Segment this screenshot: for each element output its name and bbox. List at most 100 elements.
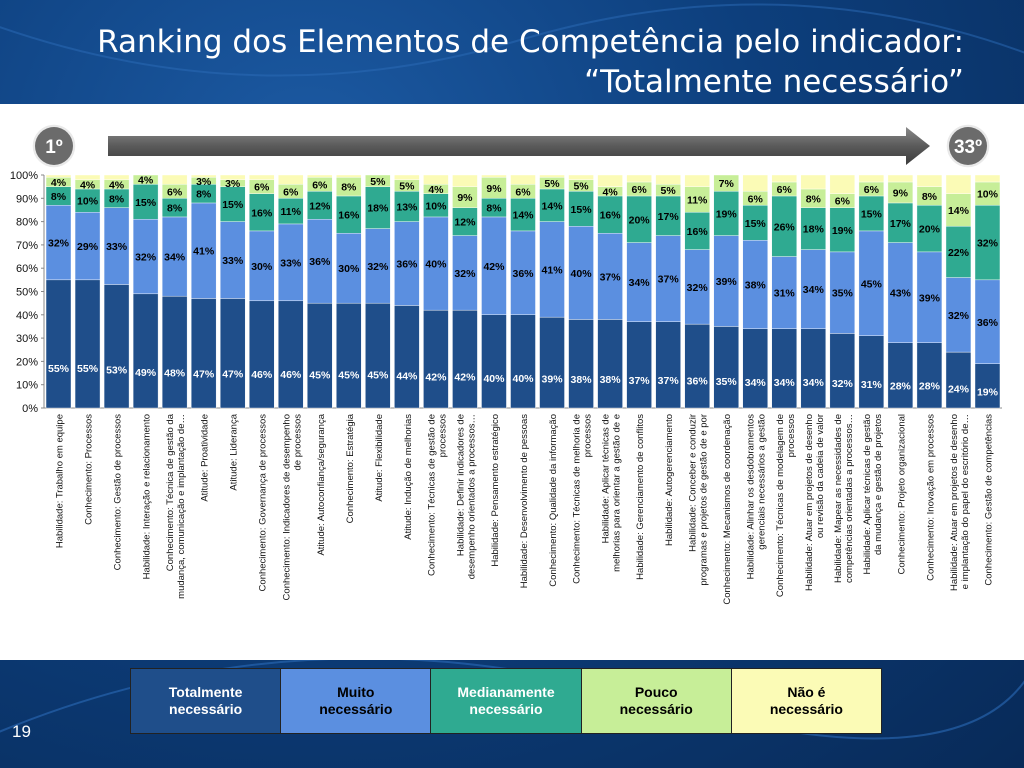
bar-segment xyxy=(394,191,420,222)
bar-segment xyxy=(481,314,507,409)
bar-segment xyxy=(249,193,275,232)
legend: Totalmente necessário Muito necessário M… xyxy=(130,668,882,734)
bar-segment xyxy=(945,174,972,194)
data-label: 31% xyxy=(861,379,883,391)
bar-segment xyxy=(916,205,943,253)
data-label: 9% xyxy=(486,183,502,195)
data-label: 10% xyxy=(425,200,447,212)
data-label: 3% xyxy=(225,178,241,190)
data-label: 14% xyxy=(512,210,534,222)
category-label-line: de processos xyxy=(292,414,303,471)
bar-segment xyxy=(945,351,972,409)
data-label: 45% xyxy=(367,370,389,382)
bar-segment xyxy=(829,333,856,409)
data-label: 28% xyxy=(890,381,912,393)
data-label: 36% xyxy=(687,376,709,388)
data-label: 29% xyxy=(77,241,99,253)
bar-segment xyxy=(132,219,159,295)
category-label-line: Atitude: Flexibilidade xyxy=(374,414,385,502)
data-label: 32% xyxy=(367,261,389,273)
bar-segment xyxy=(916,174,943,187)
y-tick-label: 30% xyxy=(16,333,38,345)
category-label-line: Conhecimento: Técnicas de gestão de xyxy=(426,414,437,576)
bar-segment xyxy=(278,300,304,409)
data-label: 10% xyxy=(77,196,99,208)
bar-segment xyxy=(539,188,565,222)
data-label: 5% xyxy=(573,180,589,192)
data-label: 24% xyxy=(948,383,970,395)
bar-segment xyxy=(858,230,885,336)
data-label: 6% xyxy=(748,193,764,205)
data-label: 37% xyxy=(658,274,680,286)
data-label: 18% xyxy=(367,203,389,215)
data-label: 34% xyxy=(803,284,825,296)
bar-segment xyxy=(190,202,217,299)
category-label: Habilidade: Conceber e conduzir programas… xyxy=(688,414,710,586)
bar-segment xyxy=(278,174,304,185)
category-label-line: Conhecimento: Estratégia xyxy=(345,413,356,523)
bar-segment xyxy=(365,186,391,229)
data-label: 36% xyxy=(977,317,999,329)
rank-label: 1º xyxy=(45,137,63,158)
category-label-line: Conhecimento: Técnica de gestão da xyxy=(165,413,176,571)
category-label: Conhecimento: Qualidade da informação xyxy=(548,414,559,587)
y-tick-label: 70% xyxy=(16,240,38,252)
bar-segment xyxy=(161,174,188,185)
bar-segment xyxy=(655,174,681,185)
data-label: 4% xyxy=(602,186,618,198)
bar-segment xyxy=(74,279,101,409)
bar-segment xyxy=(858,335,885,409)
data-label: 46% xyxy=(251,369,273,381)
bar-segment xyxy=(742,205,768,241)
bar-segment xyxy=(132,174,159,185)
category-label: Habilidade: Trabalho em equipe xyxy=(55,414,66,548)
data-label: 39% xyxy=(919,292,941,304)
bar-segment xyxy=(452,309,478,409)
bar-segment xyxy=(684,249,710,325)
data-label: 35% xyxy=(832,288,854,300)
data-label: 55% xyxy=(48,363,70,375)
category-label-line: Atitude: Proatividade xyxy=(200,414,211,502)
y-tick-label: 50% xyxy=(16,287,38,299)
data-label: 19% xyxy=(977,387,999,399)
data-label: 20% xyxy=(629,214,651,226)
data-label: 30% xyxy=(338,263,360,275)
bar-segment xyxy=(684,212,710,250)
data-label: 17% xyxy=(658,211,680,223)
data-label: 8% xyxy=(806,193,822,205)
category-label-line: mudança, comunicação e implantação de… xyxy=(176,414,187,599)
data-label: 3% xyxy=(196,176,212,188)
category-label: Conhecimento: Projeto organizacional xyxy=(896,414,907,575)
category-label: Habilidade: Interação e relacionamento xyxy=(142,414,153,579)
bar-segment xyxy=(539,174,565,178)
category-label-line: Habilidade: Gerenciamento de conflitos xyxy=(635,414,646,580)
category-label-line: Conhecimento: Técnicas de melhoria de xyxy=(572,414,583,584)
data-label: 41% xyxy=(193,246,215,258)
category-label-line: Atitude: Autoconfiança/segurança xyxy=(316,413,327,555)
bar-segment xyxy=(568,191,594,227)
data-label: 4% xyxy=(109,179,125,191)
data-label: 22% xyxy=(948,247,970,259)
bar-segment xyxy=(887,202,914,243)
bar-segment xyxy=(452,174,478,187)
category-label: Conhecimento: Técnicas de melhoria de pro… xyxy=(572,414,594,584)
category-label: Conhecimento: Técnicas de modelagem de pr… xyxy=(775,414,797,597)
bar-segment xyxy=(713,174,739,192)
bar-segment xyxy=(539,221,565,318)
data-label: 9% xyxy=(457,192,473,204)
bar-segment xyxy=(684,174,710,187)
data-label: 30% xyxy=(251,261,273,273)
bar-segment xyxy=(887,342,914,409)
data-label: 8% xyxy=(109,193,125,205)
data-label: 19% xyxy=(832,225,854,237)
category-label-line: Habilidade: Mapear as necessidades de xyxy=(833,414,844,583)
bar-segment xyxy=(974,205,1001,281)
category-label: Habilidade: Autogerenciamento xyxy=(664,414,675,546)
bar-segment xyxy=(481,216,507,316)
category-label-line: Conhecimento: Mecanismos de coordenação xyxy=(722,414,733,605)
bar-segment xyxy=(220,174,246,180)
title-line-2: “Totalmente necessário” xyxy=(584,64,964,100)
data-label: 8% xyxy=(341,182,357,194)
bar-segment xyxy=(568,319,594,409)
category-label-line: Habilidade: Conceber e conduzir xyxy=(688,414,699,552)
